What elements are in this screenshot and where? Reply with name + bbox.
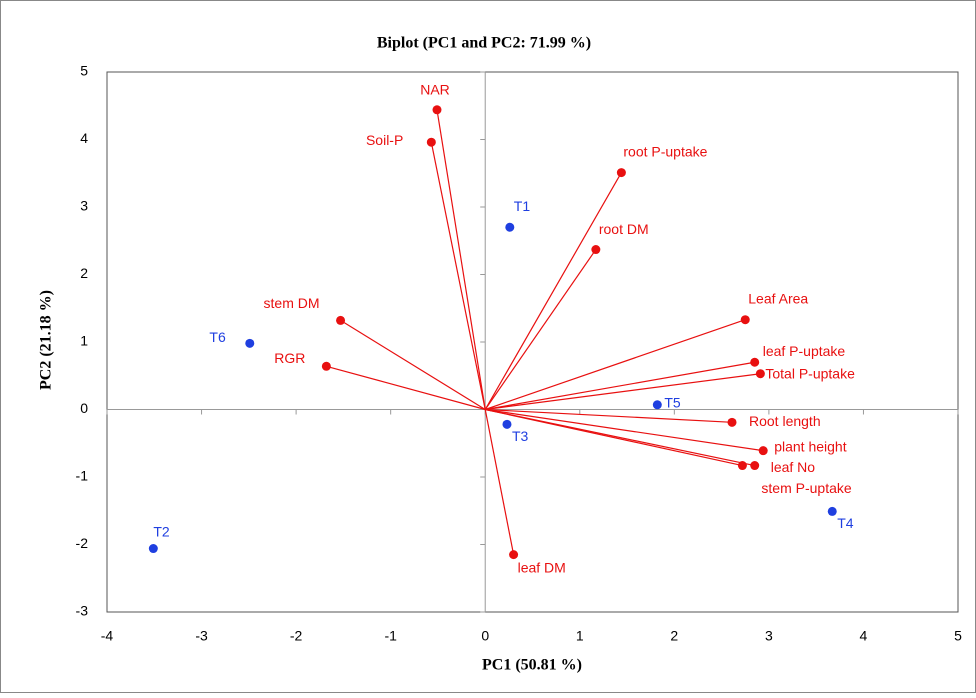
- loading-vector: [430, 142, 486, 410]
- loading-point: [737, 461, 747, 471]
- loading-point: [750, 461, 760, 471]
- loading-vector: [326, 365, 486, 411]
- point-label: NAR: [420, 82, 450, 98]
- x-tick-label: -1: [384, 628, 397, 644]
- loading-point: [755, 369, 765, 379]
- loading-point: [727, 417, 737, 427]
- loading-point: [591, 245, 601, 255]
- loading-vector: [485, 361, 755, 411]
- point-label: stem P-uptake: [761, 480, 851, 496]
- point-label: Soil-P: [366, 132, 403, 148]
- loading-point: [336, 315, 346, 325]
- x-tick-label: 3: [765, 628, 773, 644]
- point-label: T3: [512, 428, 529, 444]
- loading-vector: [485, 408, 764, 452]
- loading-point: [758, 446, 768, 456]
- score-point: [505, 222, 515, 232]
- score-point: [148, 544, 158, 554]
- score-point: [827, 506, 837, 516]
- loading-vector: [340, 319, 486, 411]
- loading-vector: [436, 109, 486, 410]
- loading-vector: [485, 408, 743, 467]
- loading-vector: [485, 373, 761, 411]
- y-tick-label: -2: [76, 535, 89, 551]
- chart-title: Biplot (PC1 and PC2: 71.99 %): [377, 35, 591, 52]
- plot-frame: [106, 71, 959, 613]
- score-point: [245, 338, 255, 348]
- score-point: [502, 419, 512, 429]
- point-label: root P-uptake: [623, 143, 707, 159]
- loading-vector: [484, 172, 622, 410]
- loading-point: [616, 168, 626, 178]
- x-tick-label: 0: [481, 628, 489, 644]
- x-tick-label: 4: [860, 628, 868, 644]
- x-tick-label: 5: [954, 628, 962, 644]
- point-label: leaf P-uptake: [763, 343, 846, 359]
- x-tick-label: 1: [576, 628, 584, 644]
- y-tick-label: 3: [80, 198, 88, 214]
- point-label: Root length: [749, 413, 821, 429]
- loading-point: [426, 137, 436, 147]
- point-label: root DM: [599, 221, 649, 237]
- x-axis-label: PC1 (50.81 %): [482, 657, 582, 674]
- y-tick-label: 2: [80, 265, 88, 281]
- loading-vector: [484, 249, 597, 410]
- loading-point: [432, 105, 442, 115]
- y-tick-label: 5: [80, 63, 88, 79]
- point-label: stem DM: [264, 295, 320, 311]
- y-tick-label: 0: [80, 400, 88, 416]
- x-tick-label: -4: [101, 628, 114, 644]
- point-label: T2: [153, 523, 170, 539]
- y-tick-label: 4: [80, 130, 88, 146]
- point-label: T6: [209, 329, 226, 345]
- loading-vector: [484, 409, 515, 555]
- point-label: T1: [514, 198, 531, 214]
- loading-point: [750, 357, 760, 367]
- point-label: T4: [837, 515, 854, 531]
- score-point: [652, 400, 662, 410]
- point-label: T5: [664, 394, 681, 410]
- loading-point: [740, 315, 750, 325]
- point-label: Leaf Area: [748, 290, 808, 306]
- loading-point: [321, 361, 331, 371]
- loading-vector: [485, 319, 746, 411]
- point-label: leaf No: [771, 459, 816, 475]
- point-label: Total P-uptake: [765, 365, 855, 381]
- y-axis-label: PC2 (21.18 %): [38, 290, 55, 390]
- point-label: plant height: [774, 438, 847, 454]
- x-tick-label: -2: [290, 628, 303, 644]
- point-label: RGR: [274, 350, 305, 366]
- y-tick-label: 1: [80, 333, 88, 349]
- point-label: leaf DM: [518, 559, 566, 575]
- x-tick-label: 2: [670, 628, 678, 644]
- loading-point: [509, 550, 519, 560]
- y-tick-label: -3: [76, 603, 89, 619]
- y-tick-label: -1: [76, 468, 89, 484]
- x-tick-label: -3: [195, 628, 208, 644]
- loading-vector: [485, 408, 733, 423]
